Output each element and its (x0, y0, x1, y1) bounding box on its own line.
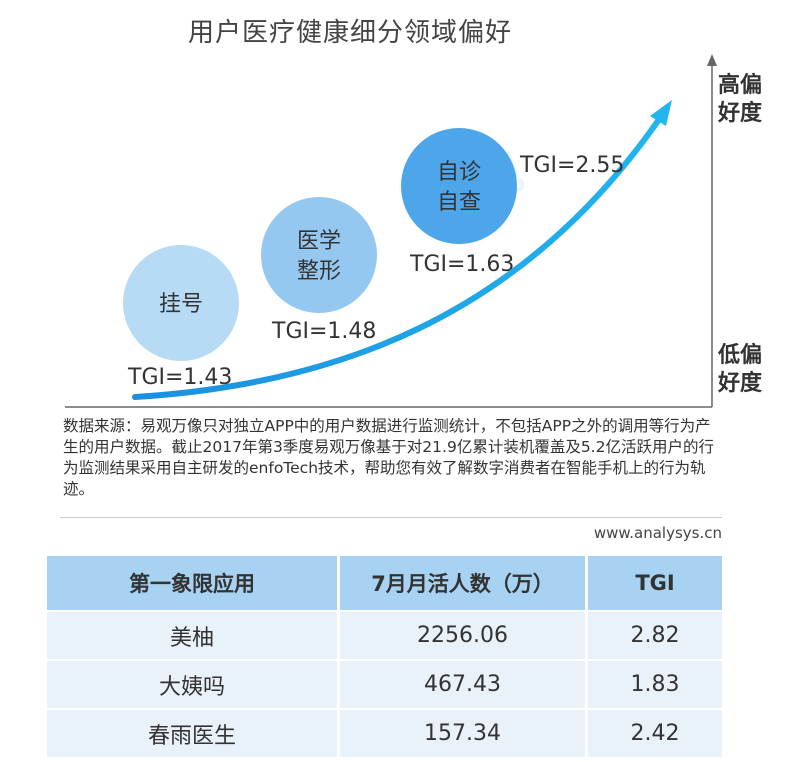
low-preference-label: 低偏好度 (718, 343, 763, 396)
cell-tgi: 2.82 (585, 610, 722, 659)
header-tgi: TGI (585, 556, 722, 610)
cell-app: 春雨医生 (47, 708, 337, 757)
cell-tgi: 2.42 (585, 708, 722, 757)
bubble-label: 医学 (297, 229, 341, 254)
tgi-label: TGI=1.63 (409, 252, 514, 277)
tgi-label: TGI=1.48 (271, 319, 376, 344)
trend-arrow (650, 100, 672, 126)
bubble-label: 挂号 (159, 292, 203, 317)
header-mau: 7月月活人数（万） (337, 556, 585, 610)
bubble-label: 自诊 (437, 160, 481, 185)
app-table: 第一象限应用 7月月活人数（万） TGI 美柚 2256.06 2.82 大姨吗… (47, 556, 722, 757)
cell-mau: 467.43 (337, 659, 585, 708)
data-source-note: 数据来源：易观万像只对独立APP中的用户数据进行监测统计，不包括APP之外的调用… (63, 417, 714, 498)
end-tgi-label: TGI=2.55 (519, 153, 624, 178)
bubble-2 (261, 197, 377, 313)
cell-app: 大姨吗 (47, 659, 337, 708)
table-row: 大姨吗 467.43 1.83 (47, 659, 722, 708)
table-row: 美柚 2256.06 2.82 (47, 610, 722, 659)
bubble-1 (123, 245, 239, 361)
header-app: 第一象限应用 (47, 556, 337, 610)
bubble-label: 整形 (297, 259, 341, 284)
cell-app: 美柚 (47, 610, 337, 659)
cell-tgi: 1.83 (585, 659, 722, 708)
chart-title: 用户医疗健康细分领域偏好 (187, 18, 512, 48)
y-axis-arrow (707, 54, 717, 66)
bubble-label: 自查 (437, 190, 481, 215)
cell-mau: 157.34 (337, 708, 585, 757)
divider (60, 517, 722, 518)
table-header-row: 第一象限应用 7月月活人数（万） TGI (47, 556, 722, 610)
site-url: www.analysys.cn (593, 524, 722, 542)
bubble-3 (401, 128, 517, 244)
cell-mau: 2256.06 (337, 610, 585, 659)
trend-curve (132, 115, 663, 400)
table-row: 春雨医生 157.34 2.42 (47, 708, 722, 757)
high-preference-label: 高偏好度 (718, 73, 763, 126)
